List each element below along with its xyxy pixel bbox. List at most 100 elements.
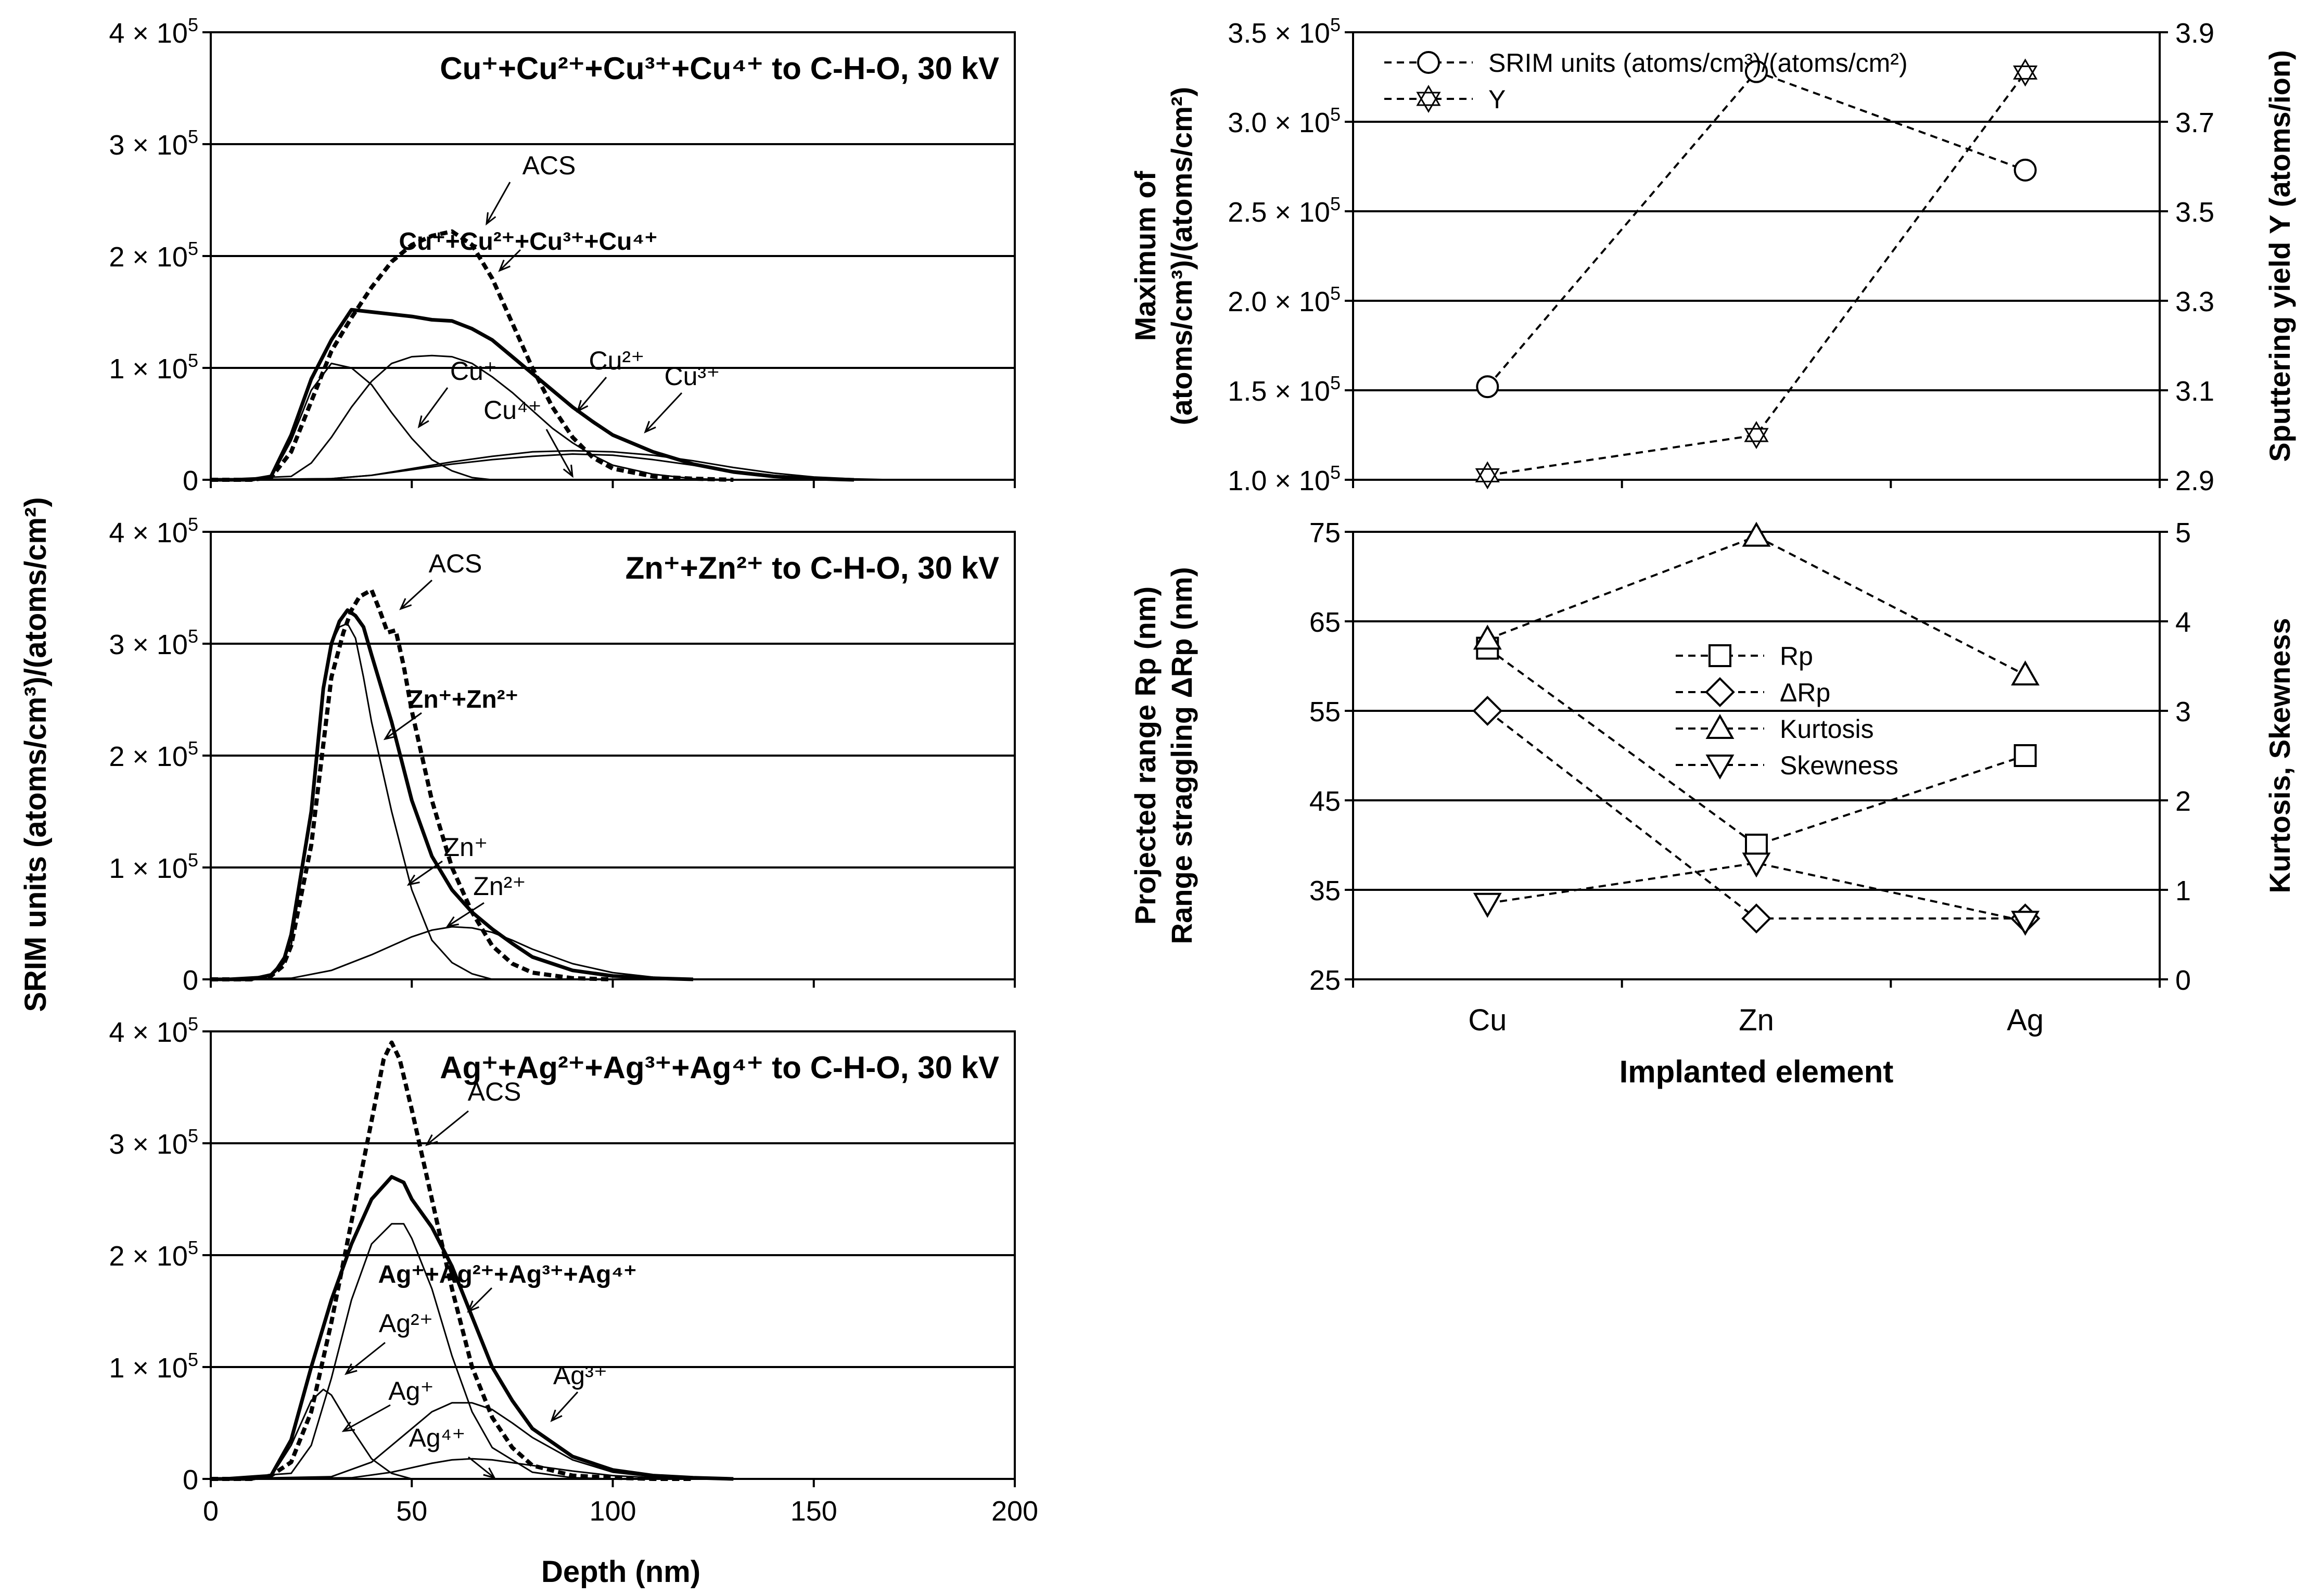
chart-title: Ag⁺+Ag²⁺+Ag³⁺+Ag⁴⁺ to C-H-O, 30 kV (440, 1050, 999, 1085)
arrow-head (486, 212, 496, 226)
y-tick-label: 3.0 × 105 (1228, 104, 1341, 138)
y-tick-label: 4 × 105 (109, 1013, 198, 1048)
y-tick-label: 3.5 × 105 (1228, 14, 1341, 49)
y-axis-label: Range straggling ΔRp (nm) (1165, 567, 1198, 944)
marker-triangle-down (2011, 911, 2040, 936)
series-annotation: Zn²⁺ (473, 872, 526, 901)
annotation-arrow (346, 1342, 386, 1375)
y-tick-label: 2.0 × 105 (1228, 283, 1341, 317)
arrow-head (406, 874, 420, 886)
annotation-arrow (447, 902, 484, 927)
marker-star (1416, 85, 1441, 106)
tick-mantissa: 2.5 × 10 (1228, 197, 1330, 228)
series-line-zn-0 (211, 588, 613, 981)
panel-max_sputter: 1.0 × 105 2.91.5 × 105 3.12.0 × 105 3.32.5 … (1228, 14, 2214, 496)
annotation-arrow (385, 712, 422, 740)
series-line-cu-0 (211, 229, 734, 482)
annotation-arrow (408, 860, 443, 886)
series-line-ag-3 (210, 1223, 613, 1480)
y-tick-label: 2 × 105 (109, 238, 198, 273)
arrow-head (498, 260, 511, 272)
tick-mantissa: 1.5 × 10 (1228, 376, 1330, 407)
annotation-arrow (343, 1404, 391, 1432)
tick-mantissa: 2 × 10 (109, 1241, 188, 1272)
marker-triangle-up (2011, 660, 2040, 686)
tick-mantissa: 3 × 10 (109, 629, 188, 660)
series-line-ag-2 (210, 1388, 412, 1480)
series-line-zn-1 (211, 608, 694, 981)
series-annotation: Ag³⁺ (553, 1361, 607, 1390)
marker-diamond (1741, 903, 1771, 934)
marker-diamond (1705, 677, 1735, 707)
y-tick-label: 45 (1309, 786, 1341, 817)
marker-star (1744, 428, 1769, 449)
legend-label: Skewness (1780, 751, 1898, 780)
y-tick-label: 4 × 105 (109, 14, 198, 49)
y-tick-label: 0 (183, 965, 198, 996)
tick-mantissa: 3 × 10 (109, 130, 188, 161)
y-axis-label: Projected range Rp (nm) (1129, 586, 1162, 925)
marker-star (1475, 468, 1500, 490)
y-tick-label: 3 × 105 (109, 625, 198, 660)
series-annotation: Zn⁺ (444, 833, 488, 862)
tick-exponent: 5 (188, 1125, 198, 1146)
marker-square (2013, 744, 2037, 767)
y2-tick-label: 0 (2175, 965, 2191, 996)
tick-mantissa: 3 × 10 (109, 1129, 188, 1160)
tick-exponent: 5 (188, 14, 198, 35)
y-tick-label: 35 (1309, 875, 1341, 906)
chart-title: Zn⁺+Zn²⁺ to C-H-O, 30 kV (626, 551, 999, 585)
y2-tick-label: 3.3 (2175, 286, 2214, 317)
tick-mantissa: 2 × 10 (109, 241, 188, 273)
tick-mantissa: 1 × 10 (109, 853, 188, 884)
y-tick-label: 25 (1309, 965, 1341, 996)
tick-mantissa: 4 × 10 (109, 517, 188, 548)
arrow-head (425, 1134, 438, 1146)
arrow-head (383, 729, 397, 740)
marker-triangle-up (1705, 713, 1735, 739)
arrow-head (399, 598, 412, 610)
arrow-head (483, 1467, 496, 1479)
y2-tick-label: 2.9 (2175, 465, 2214, 496)
y-tick-label: 3 × 105 (109, 126, 198, 161)
x-tick-label: 100 (589, 1496, 636, 1527)
y-tick-label: 1 × 105 (109, 1349, 198, 1384)
marker-triangle-down (1705, 755, 1735, 780)
tick-exponent: 5 (1330, 283, 1341, 304)
arrow-head (344, 1363, 358, 1375)
legend-label: ΔRp (1780, 678, 1830, 707)
y-tick-label: 3 × 105 (109, 1125, 198, 1160)
y-tick-label: 0 (183, 465, 198, 496)
tick-exponent: 5 (1330, 462, 1341, 483)
annotation-arrow (644, 392, 683, 433)
series-line-cu-5 (210, 450, 895, 481)
tick-exponent: 5 (188, 238, 198, 259)
annotation-arrow (499, 249, 521, 272)
series-annotation: Cu⁺ (450, 356, 497, 386)
y2-tick-label: 3.9 (2175, 18, 2214, 49)
series-line-ag-4 (210, 1402, 694, 1480)
series-line-cu-1 (211, 308, 855, 482)
annotation-arrow (468, 1456, 495, 1479)
y-tick-label: 65 (1309, 607, 1341, 638)
x-category-label: Ag (2007, 1003, 2044, 1037)
y-axis-label: SRIM units (atoms/cm³)/(atoms/cm²) (19, 497, 53, 1012)
annotation-arrow (400, 579, 433, 610)
y-tick-label: 55 (1309, 696, 1341, 727)
y-axis-label: (atoms/cm³)/(atoms/cm²) (1165, 87, 1198, 425)
x-category-label: Zn (1739, 1003, 1774, 1037)
plot-frame (1352, 31, 2161, 481)
x-tick-label: 150 (790, 1496, 837, 1527)
series-line-range_moments-1 (1487, 710, 2025, 920)
series-line-ag-5 (210, 1458, 694, 1480)
tick-exponent: 5 (1330, 104, 1341, 125)
legend-label: SRIM units (atoms/cm³)/(atoms/cm²) (1488, 48, 1908, 78)
arrow-head (644, 420, 656, 433)
y2-tick-label: 5 (2175, 517, 2191, 548)
arrow-head (550, 1409, 563, 1422)
tick-mantissa: 3.5 × 10 (1228, 18, 1330, 49)
marker-diamond (1472, 696, 1503, 726)
arrow-head (417, 415, 429, 429)
